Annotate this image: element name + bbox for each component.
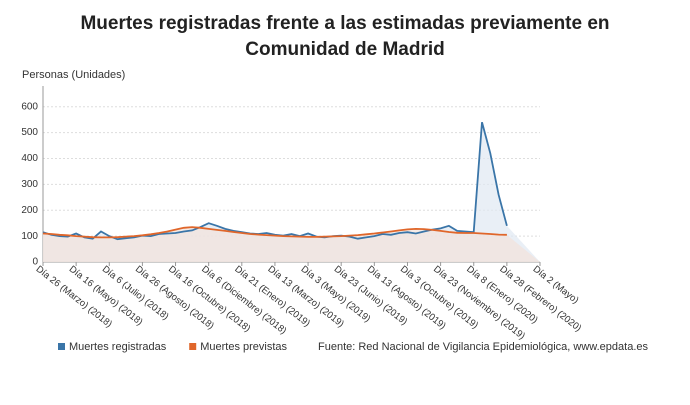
legend-label: Muertes registradas	[69, 341, 167, 353]
y-tick-label: 300	[21, 179, 38, 190]
y-tick-label: 0	[32, 257, 38, 268]
source: Fuente: Red Nacional de Vigilancia Epide…	[318, 341, 648, 353]
chart-title: Muertes registradas frente a las estimad…	[80, 13, 609, 34]
chart-title: Comunidad de Madrid	[245, 39, 445, 60]
line	[42, 226, 507, 239]
y-tick-label: 400	[21, 153, 38, 164]
legend-label: Muertes previstas	[200, 341, 287, 353]
legend-swatch	[189, 343, 197, 350]
y-tick-label: 200	[21, 205, 38, 216]
y-tick-label: 600	[21, 101, 38, 112]
y-tick-label: 500	[21, 127, 38, 138]
line	[42, 121, 508, 241]
y-tick-label: 100	[21, 231, 38, 242]
legend-swatch	[58, 343, 65, 350]
y-axis-label: Personas (Unidades)	[22, 69, 125, 81]
area	[43, 227, 540, 262]
